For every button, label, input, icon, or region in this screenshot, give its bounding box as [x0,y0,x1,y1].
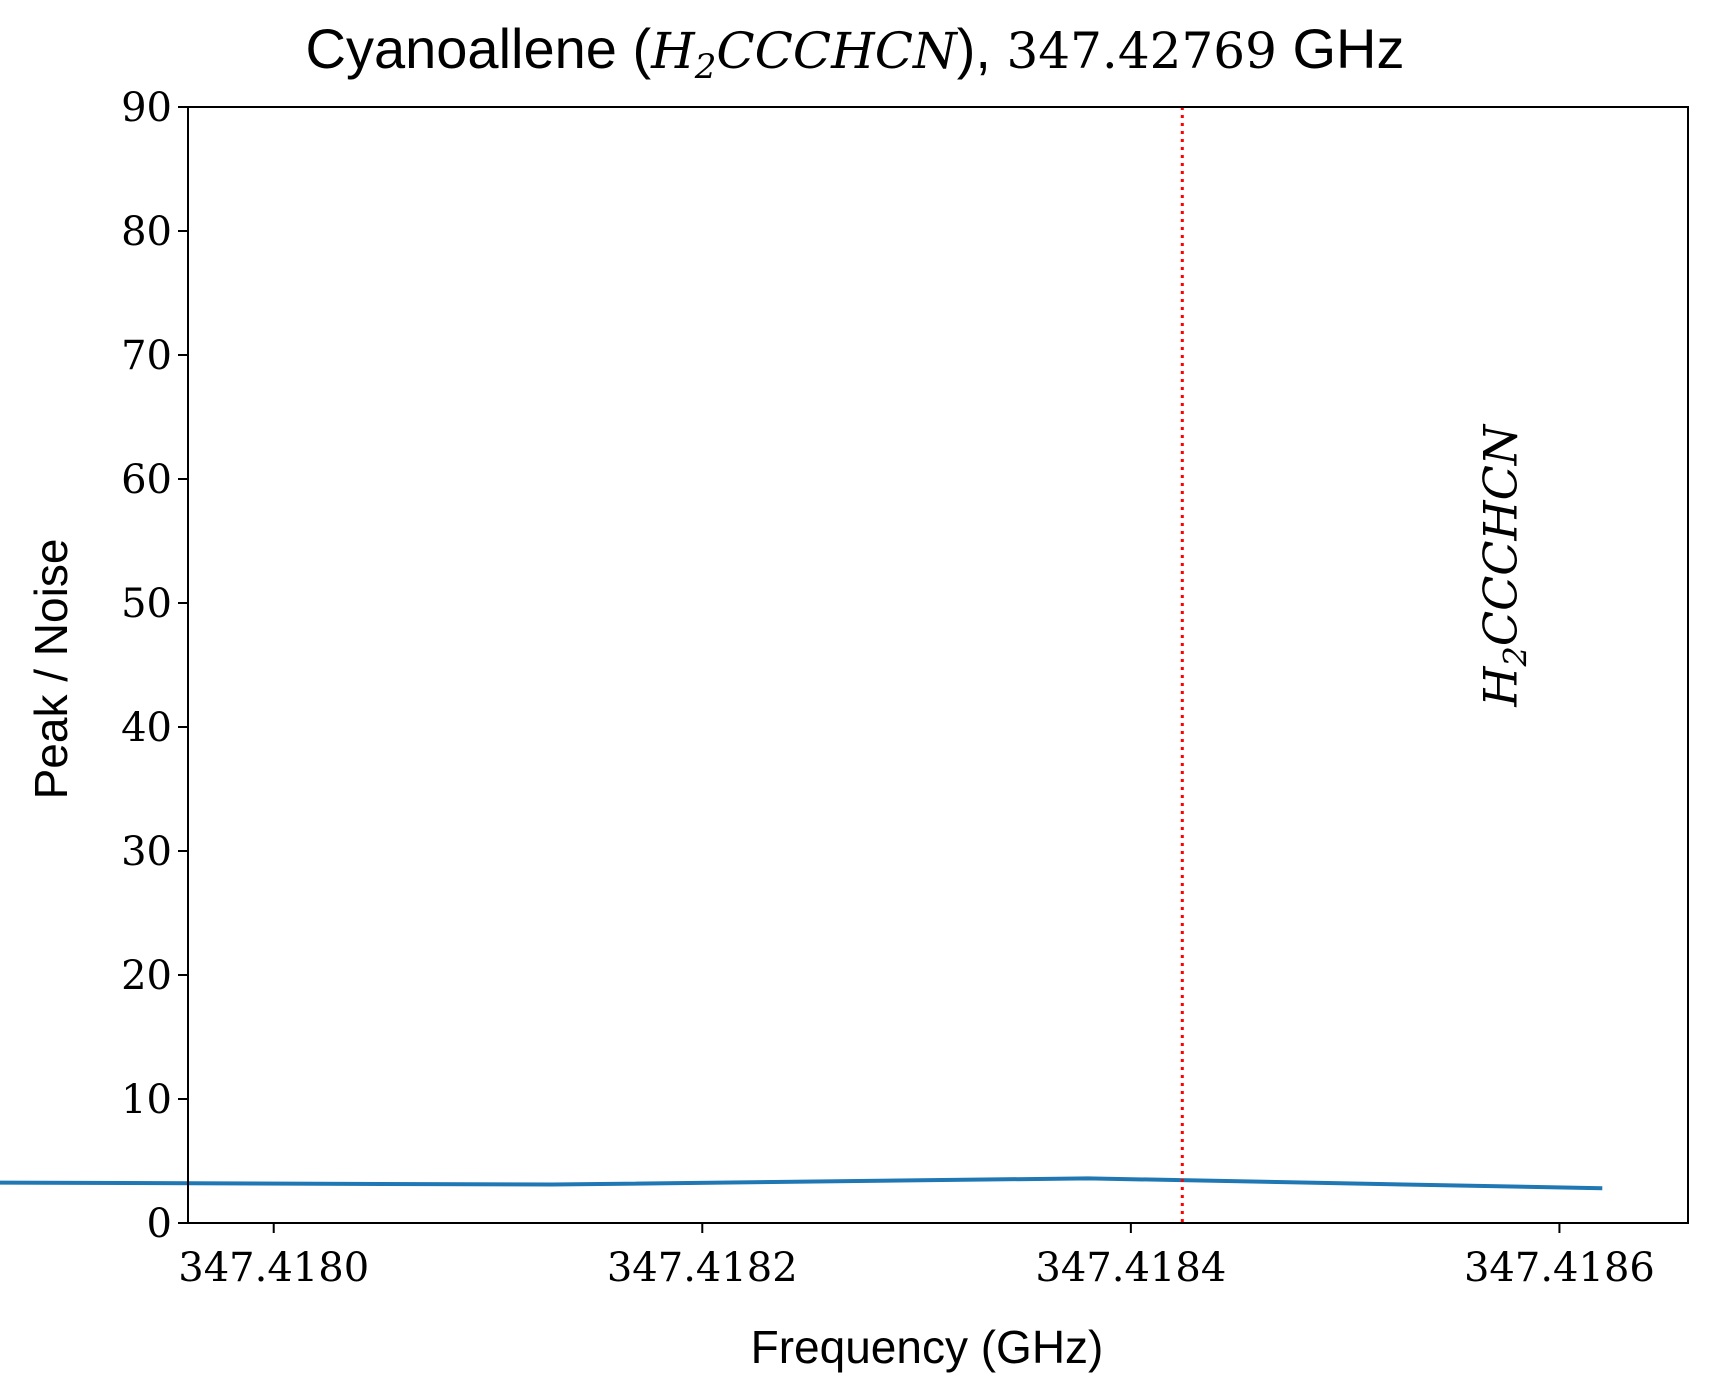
y-tick-label: 40 [121,705,172,751]
title-molecule-subscript: 2 [694,47,717,87]
annotation-subscript: 2 [1497,646,1535,667]
title-frequency: 347.42769 [1007,22,1277,80]
x-tick-label: 347.4186 [1464,1245,1655,1291]
y-axis-ticks: 0 10 20 30 40 50 60 70 80 90 [121,85,188,1247]
molecule-annotation: H2CCCHCN [1474,423,1535,707]
y-tick-label: 0 [147,1201,172,1247]
y-axis-label: Peak / Noise [25,539,77,800]
y-tick-label: 70 [121,333,172,379]
title-molecule-rest: CCCHCN [716,22,959,80]
y-tick-label: 60 [121,457,172,503]
title-unit: GHz [1277,17,1405,80]
series-layer [0,1176,1603,1191]
y-tick-label: 90 [121,85,172,131]
title-molecule: H [650,22,696,80]
title-prefix: Cyanoallene ( [306,17,652,80]
x-axis-ticks: 347.4180 347.4182 347.4184 347.4186 [178,1223,1655,1291]
x-tick-label: 347.4180 [178,1245,369,1291]
y-tick-label: 20 [121,953,172,999]
annotation-main: H [1474,666,1528,708]
x-tick-label: 347.4182 [607,1245,798,1291]
y-tick-label: 50 [121,581,172,627]
title-separator: ), [957,17,1007,80]
chart-title: Cyanoallene (H2CCCHCN), 347.42769 GHz [306,17,1405,87]
axes-frame [187,106,1689,1224]
y-tick-label: 10 [121,1077,172,1123]
x-tick-label: 347.4184 [1035,1245,1226,1291]
x-axis-label: Frequency (GHz) [751,1321,1104,1373]
series-line [0,1176,1603,1191]
y-tick-label: 30 [121,829,172,875]
y-tick-label: 80 [121,209,172,255]
annotation-rest: CCCHCN [1474,423,1528,646]
